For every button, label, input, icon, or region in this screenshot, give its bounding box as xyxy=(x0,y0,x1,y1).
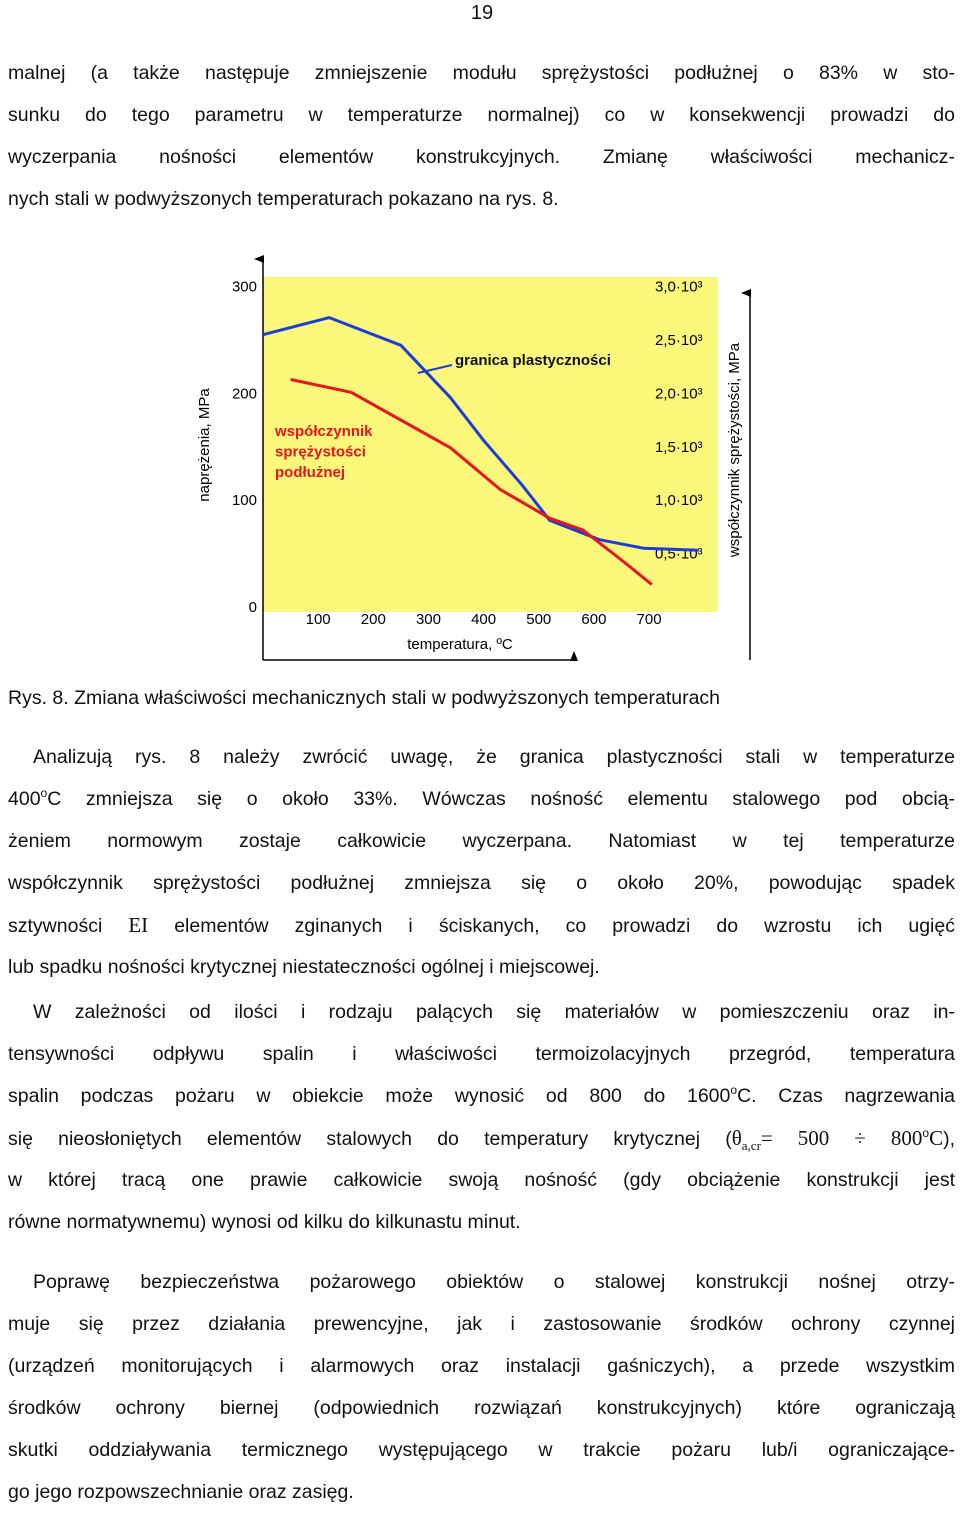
text: go jego rozpowszechnianie oraz zasięg. xyxy=(8,1481,354,1503)
x-tick-label: 500 xyxy=(526,611,551,628)
text: sztywności xyxy=(8,915,129,937)
y-tick-label: 200 xyxy=(232,385,257,402)
text-line: malnej (a także następuje zmniejszenie m… xyxy=(8,52,955,94)
paragraph: Poprawę bezpieczeństwa pożarowego obiekt… xyxy=(8,1261,955,1513)
text: sunku do tego parametru w temperaturze n… xyxy=(8,104,955,126)
y-tick-label: 0 xyxy=(249,599,257,616)
x-tick-label: 400 xyxy=(471,611,496,628)
text: środków ochrony biernej (odpowiednich ro… xyxy=(8,1397,955,1419)
text-line: tensywności odpływu spalin i właściwości… xyxy=(8,1033,955,1075)
text: ), xyxy=(943,1128,955,1150)
text-line: spalin podczas pożaru w obiekcie może wy… xyxy=(8,1075,955,1117)
math: θ xyxy=(731,1126,742,1150)
y2-tick-label: 2,5·10³ xyxy=(655,332,703,349)
y2-tick-label: 2,0·10³ xyxy=(655,385,703,402)
text-line: w której tracą one prawie całkowicie swo… xyxy=(8,1159,955,1201)
text-line: się nieosłoniętych elementów stalowych d… xyxy=(8,1117,955,1159)
paragraph: Analizują rys. 8 należy zwrócić uwagę, ż… xyxy=(8,736,955,988)
text: (urządzeń monitorujących i alarmowych or… xyxy=(8,1355,955,1377)
text: wyczerpania nośności elementów konstrukc… xyxy=(8,146,955,168)
text: współczynnik sprężystości podłużnej zmni… xyxy=(8,872,955,894)
text: nych stali w podwyższonych temperaturach… xyxy=(8,188,559,210)
text: lub spadku nośności krytycznej niestatec… xyxy=(8,956,600,978)
line-series xyxy=(290,378,653,586)
page-number: 19 xyxy=(470,2,494,24)
text: C. Czas nagrzewania xyxy=(737,1085,955,1107)
x-tick-label: 700 xyxy=(637,611,662,628)
paragraph: W zależności od ilości i rodzaju palącyc… xyxy=(8,991,955,1243)
y2-tick-label: 1,0·10³ xyxy=(655,492,703,509)
text-line: środków ochrony biernej (odpowiednich ro… xyxy=(8,1387,955,1429)
series-annotation: granica plastyczności xyxy=(455,352,611,369)
text: Poprawę bezpieczeństwa pożarowego obiekt… xyxy=(33,1271,955,1293)
text-line: współczynnik sprężystości podłużnej zmni… xyxy=(8,862,955,904)
y2-axis-label: współczynnik sprężystości, MPa xyxy=(726,342,743,558)
text-line: żeniem normowym zostaje całkowicie wycze… xyxy=(8,820,955,862)
text-line: skutki oddziaływania termicznego występu… xyxy=(8,1429,955,1471)
text-line: sztywności EI elementów zginanych i ścis… xyxy=(8,904,955,946)
text: w której tracą one prawie całkowicie swo… xyxy=(8,1169,955,1191)
text: spalin podczas pożaru w obiekcie może wy… xyxy=(8,1085,731,1107)
text-line: lub spadku nośności krytycznej niestatec… xyxy=(8,946,955,988)
line-series xyxy=(262,316,699,552)
text: 400 xyxy=(8,788,41,810)
math: EI xyxy=(128,913,149,937)
text: C zmniejsza się o około 33%. Wówczas noś… xyxy=(47,788,955,810)
text: elementów zginanych i ściskanych, co pro… xyxy=(148,915,955,937)
annotation-leader xyxy=(417,364,453,374)
text-line: sunku do tego parametru w temperaturze n… xyxy=(8,94,955,136)
text-line: Analizują rys. 8 należy zwrócić uwagę, ż… xyxy=(8,736,955,778)
text: malnej (a także następuje zmniejszenie m… xyxy=(8,62,955,84)
text-line: równe normatywnemu) wynosi od kilku do k… xyxy=(8,1201,955,1243)
x-axis-label: temperatura, ºC xyxy=(407,636,513,653)
series-annotation: podłużnej xyxy=(275,464,345,481)
series-annotation: sprężystości xyxy=(275,443,366,460)
text-line: muje się przez działania prewencyjne, ja… xyxy=(8,1303,955,1345)
text-line: 400oC zmniejsza się o około 33%. Wówczas… xyxy=(8,778,955,820)
x-tick-label: 100 xyxy=(306,611,331,628)
text-line: wyczerpania nośności elementów konstrukc… xyxy=(8,136,955,178)
subscript: a,cr xyxy=(741,1138,761,1153)
chart: 01002003000,5·10³1,0·10³1,5·10³2,0·10³2,… xyxy=(196,255,751,661)
y-axis-label: naprężenia, MPa xyxy=(196,388,213,502)
text: się nieosłoniętych elementów stalowych d… xyxy=(8,1128,732,1150)
math: = 500 ÷ 800 xyxy=(760,1126,923,1150)
supscript: o xyxy=(40,786,48,800)
text: tensywności odpływu spalin i właściwości… xyxy=(8,1043,955,1065)
supscript: o xyxy=(922,1126,930,1140)
text-line: nych stali w podwyższonych temperaturach… xyxy=(8,178,955,220)
text: żeniem normowym zostaje całkowicie wycze… xyxy=(8,830,955,852)
supscript: o xyxy=(730,1083,738,1097)
x-tick-label: 200 xyxy=(361,611,386,628)
y-tick-label: 100 xyxy=(232,492,257,509)
paragraph: malnej (a także następuje zmniejszenie m… xyxy=(8,52,955,220)
text: skutki oddziaływania termicznego występu… xyxy=(8,1439,955,1461)
text: równe normatywnemu) wynosi od kilku do k… xyxy=(8,1211,521,1233)
text-line: go jego rozpowszechnianie oraz zasięg. xyxy=(8,1471,955,1513)
text-line: Poprawę bezpieczeństwa pożarowego obiekt… xyxy=(8,1261,955,1303)
x-tick-label: 600 xyxy=(581,611,606,628)
math: C xyxy=(929,1126,944,1150)
figure-caption: Rys. 8. Zmiana właściwości mechanicznych… xyxy=(8,687,721,709)
text: Analizują rys. 8 należy zwrócić uwagę, ż… xyxy=(33,746,955,768)
text: muje się przez działania prewencyjne, ja… xyxy=(8,1313,955,1335)
x-tick-label: 300 xyxy=(416,611,441,628)
series-annotation: współczynnik xyxy=(274,423,373,440)
y2-tick-label: 1,5·10³ xyxy=(655,439,703,456)
text: W zależności od ilości i rodzaju palącyc… xyxy=(33,1001,955,1023)
y2-tick-label: 3,0·10³ xyxy=(655,279,703,296)
plot-area xyxy=(263,277,718,612)
text-line: W zależności od ilości i rodzaju palącyc… xyxy=(8,991,955,1033)
y-tick-label: 300 xyxy=(232,279,257,296)
text-line: (urządzeń monitorujących i alarmowych or… xyxy=(8,1345,955,1387)
